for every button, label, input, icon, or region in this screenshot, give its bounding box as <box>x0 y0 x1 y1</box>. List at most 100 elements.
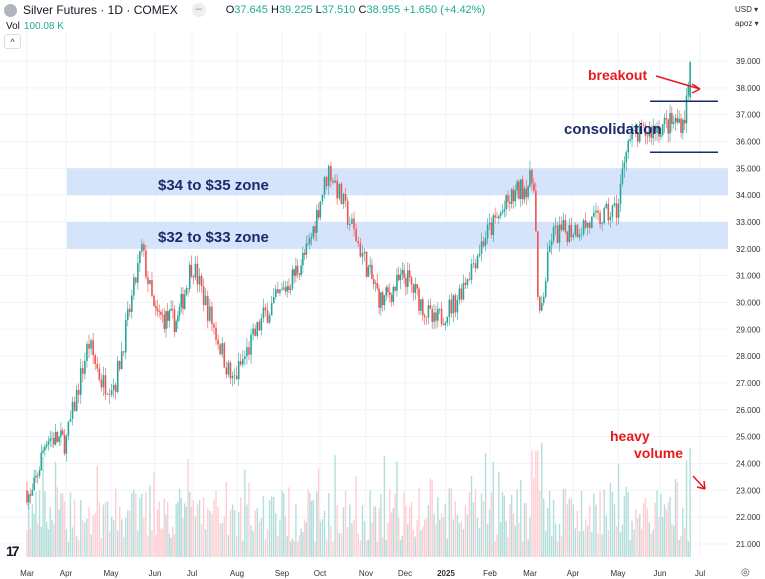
volume-bar <box>633 529 635 557</box>
candle-body <box>116 360 119 393</box>
volume-bar <box>86 518 88 557</box>
volume-bar <box>661 517 664 557</box>
candle-body <box>303 252 306 255</box>
candle-body <box>42 450 44 453</box>
volume-bar <box>182 518 184 557</box>
volume-bar <box>359 540 362 557</box>
candle-body <box>425 316 428 318</box>
y-tick-label: 38.000 <box>736 84 761 93</box>
candle-body <box>317 210 320 218</box>
y-tick-label: 37.000 <box>736 111 761 120</box>
volume-bar <box>503 495 506 557</box>
candle-body <box>166 311 169 321</box>
volume-bar <box>405 505 407 557</box>
candle-body <box>260 318 263 331</box>
candle-body <box>512 189 515 202</box>
x-tick-label: Apr <box>60 569 73 578</box>
candle-body <box>650 127 653 139</box>
collapse-legend-button[interactable]: ^ <box>4 34 21 49</box>
volume-bar <box>548 491 551 557</box>
candle-body <box>423 315 426 317</box>
volume-bar <box>433 513 435 557</box>
volume-bar <box>389 489 391 557</box>
candle-body <box>635 130 637 135</box>
candle-body <box>535 190 537 232</box>
volume-bar <box>129 510 131 557</box>
volume-bar <box>490 492 493 557</box>
candle-body <box>633 130 635 131</box>
minus-icon[interactable]: – <box>191 3 206 17</box>
volume-bar <box>172 526 174 557</box>
y-tick-label: 39.000 <box>736 57 761 66</box>
x-tick-label: May <box>103 569 118 578</box>
candle-body <box>84 360 86 374</box>
y-tick-label: 33.000 <box>736 218 761 227</box>
candle-body <box>396 274 398 291</box>
candle-body <box>416 284 418 289</box>
volume-bar <box>369 490 371 557</box>
candle-body <box>584 220 587 228</box>
volume-bar <box>298 535 301 557</box>
candle-body <box>79 368 82 395</box>
candle-body <box>170 308 172 311</box>
volume-bar <box>332 541 334 557</box>
volume-bar <box>510 494 513 557</box>
volume-bar <box>558 523 561 557</box>
volume-bar <box>678 539 680 557</box>
volume-bar <box>137 530 139 557</box>
volume-bar <box>448 488 451 557</box>
candle-body <box>629 139 631 141</box>
candle-body <box>177 315 179 322</box>
volume-bar <box>258 521 261 557</box>
volume-bar <box>196 504 199 557</box>
candle-body <box>183 294 186 309</box>
candle-body <box>462 282 465 300</box>
candle-body <box>342 194 345 205</box>
candle-body <box>307 243 309 245</box>
volume-bar <box>149 485 151 557</box>
volume-bar <box>54 461 57 557</box>
volume-bar <box>470 475 473 557</box>
candle-body <box>572 235 575 237</box>
volume-bar <box>617 463 620 557</box>
candle-body <box>566 231 569 243</box>
candle-body <box>648 127 651 137</box>
candle-body <box>486 224 489 239</box>
symbol-header: Silver Futures · 1D · COMEX – O37.645 H3… <box>4 3 485 17</box>
candle-body <box>556 225 559 243</box>
candle-body <box>663 118 666 125</box>
candle-body <box>211 306 213 325</box>
candle-body <box>510 189 513 204</box>
volume-bar <box>644 498 647 557</box>
volume-bar <box>439 519 441 557</box>
volume-bar <box>672 526 675 557</box>
settings-icon[interactable]: ◎ <box>741 567 750 578</box>
candle-body <box>476 255 479 269</box>
volume-bar <box>654 502 656 557</box>
candle-body <box>137 263 139 283</box>
volume-bar <box>221 522 223 557</box>
candle-body <box>67 421 70 436</box>
candle-body <box>523 188 526 200</box>
volume-bar <box>347 526 349 557</box>
volume-bar <box>381 536 384 557</box>
volume-bar <box>631 520 633 557</box>
volume-bar <box>336 504 338 557</box>
volume-bar <box>26 530 28 557</box>
volume-bar <box>29 528 32 557</box>
candle-body <box>501 211 504 213</box>
volume-bar <box>340 533 343 557</box>
candle-body <box>135 277 137 283</box>
candle-body <box>77 389 80 395</box>
candle-body <box>458 288 461 300</box>
volume-bar <box>49 507 51 557</box>
currency-selector[interactable]: USD ▾ apoz ▾ <box>735 3 759 31</box>
volume-bar <box>660 494 662 557</box>
candle-body <box>314 226 316 233</box>
symbol-title[interactable]: Silver Futures · 1D · COMEX <box>23 3 178 17</box>
x-tick-label: Jul <box>187 569 197 578</box>
price-zone-box <box>67 168 728 196</box>
volume-bar <box>621 524 624 557</box>
candle-body <box>470 263 473 280</box>
